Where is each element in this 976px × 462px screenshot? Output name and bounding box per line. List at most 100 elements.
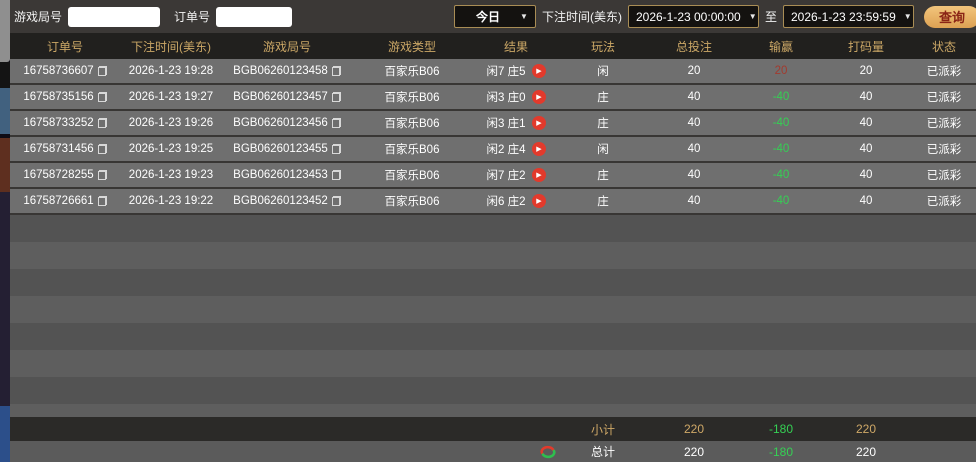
col-header-game-type: 游戏类型 — [387, 39, 436, 54]
turnover: 40 — [859, 169, 873, 181]
game-type: 百家乐B06 — [384, 92, 440, 104]
chevron-down-icon: ▼ — [520, 11, 528, 21]
play-replay-icon[interactable]: ▶ — [531, 90, 546, 104]
col-header-result: 结果 — [503, 39, 528, 54]
table-header-row: 订单号 下注时间(美东) 游戏局号 游戏类型 结果 玩法 总投注 输赢 打码量 … — [10, 33, 976, 59]
end-time-value: 2026-1-23 23:59:59 — [790, 9, 896, 24]
background-fragment — [0, 406, 10, 462]
filter-bar: 游戏局号 订单号 今日 ▼ 下注时间(美东) 2026-1-23 00:00:0… — [10, 0, 976, 33]
bet-time: 2026-1-23 19:28 — [128, 65, 214, 77]
copy-icon[interactable] — [97, 196, 107, 206]
turnover: 40 — [859, 91, 873, 103]
total-bet: 40 — [687, 143, 701, 155]
table-body: 16758736607 2026-1-23 19:28 BGB062601234… — [10, 59, 976, 215]
turnover: 40 — [859, 117, 873, 129]
copy-icon[interactable] — [331, 170, 341, 180]
order-no: 16758726661 — [23, 195, 94, 207]
status-badge: 已派彩 — [926, 144, 962, 156]
win-loss: -40 — [772, 169, 790, 181]
copy-icon[interactable] — [97, 170, 107, 180]
col-header-bet-time: 下注时间(美东) — [131, 39, 211, 54]
play-replay-icon[interactable]: ▶ — [531, 142, 546, 156]
result: 闲3 庄0 — [486, 92, 526, 104]
table-row: 16758726661 2026-1-23 19:22 BGB062601234… — [10, 189, 976, 213]
copy-icon[interactable] — [331, 92, 341, 102]
round-no: BGB06260123458 — [233, 65, 328, 77]
win-loss: -40 — [772, 143, 790, 155]
bet-time: 2026-1-23 19:26 — [128, 117, 214, 129]
bet-time: 2026-1-23 19:27 — [128, 91, 214, 103]
total-label: 总计 — [590, 445, 615, 459]
start-time-value: 2026-1-23 00:00:00 — [635, 9, 741, 24]
game-type: 百家乐B06 — [384, 170, 440, 182]
period-select[interactable]: 今日 ▼ — [453, 5, 536, 28]
col-header-play: 玩法 — [590, 39, 615, 54]
copy-icon[interactable] — [331, 196, 341, 206]
copy-icon[interactable] — [331, 144, 341, 154]
end-time-select[interactable]: 2026-1-23 23:59:59 ▼ — [782, 5, 914, 28]
bet-records-panel: 游戏局号 订单号 今日 ▼ 下注时间(美东) 2026-1-23 00:00:0… — [10, 0, 976, 462]
copy-icon[interactable] — [97, 66, 107, 76]
bet-time: 2026-1-23 19:22 — [128, 195, 214, 207]
game-round-input[interactable] — [68, 6, 161, 27]
refresh-sync-icon[interactable] — [540, 445, 556, 459]
play-replay-icon[interactable]: ▶ — [531, 194, 546, 208]
status-badge: 已派彩 — [926, 196, 962, 208]
col-header-win-loss: 输赢 — [768, 39, 793, 54]
order-no-label: 订单号 — [174, 10, 211, 24]
copy-icon[interactable] — [331, 118, 341, 128]
bet-time-label: 下注时间(美东) — [541, 10, 622, 24]
copy-icon[interactable] — [97, 92, 107, 102]
total-bet: 40 — [687, 195, 701, 207]
total-bet: 40 — [687, 169, 701, 181]
order-no: 16758728255 — [23, 169, 94, 181]
empty-rows-area — [10, 215, 976, 417]
period-selected-value: 今日 — [475, 10, 500, 24]
chevron-down-icon: ▼ — [748, 11, 757, 21]
play-type: 庄 — [597, 118, 609, 130]
result: 闲6 庄2 — [486, 196, 526, 208]
result: 闲7 庄2 — [486, 170, 526, 182]
round-no: BGB06260123455 — [233, 143, 328, 155]
table-row: 16758735156 2026-1-23 19:27 BGB062601234… — [10, 85, 976, 109]
total-bet: 20 — [687, 65, 701, 77]
play-replay-icon[interactable]: ▶ — [531, 64, 546, 78]
total-turnover: 220 — [855, 444, 877, 459]
total-total-bet: 220 — [683, 444, 705, 459]
table-row: 16758736607 2026-1-23 19:28 BGB062601234… — [10, 59, 976, 83]
order-no: 16758736607 — [23, 65, 94, 77]
play-type: 庄 — [597, 196, 609, 208]
turnover: 40 — [859, 143, 873, 155]
game-type: 百家乐B06 — [384, 144, 440, 156]
turnover: 40 — [859, 195, 873, 207]
chevron-down-icon: ▼ — [903, 11, 912, 21]
order-no: 16758735156 — [23, 91, 94, 103]
play-replay-icon[interactable]: ▶ — [531, 168, 546, 182]
total-bet: 40 — [687, 91, 701, 103]
order-no-input[interactable] — [216, 6, 293, 27]
col-header-status: 状态 — [931, 39, 956, 54]
col-header-total-bet: 总投注 — [675, 39, 712, 54]
copy-icon[interactable] — [97, 144, 107, 154]
background-fragment — [0, 62, 10, 88]
round-no: BGB06260123453 — [233, 169, 328, 181]
background-scrollbar-fragment — [0, 0, 10, 62]
bet-time: 2026-1-23 19:25 — [128, 143, 214, 155]
query-button[interactable]: 查询 — [923, 5, 976, 28]
copy-icon[interactable] — [331, 66, 341, 76]
start-time-select[interactable]: 2026-1-23 00:00:00 ▼ — [627, 5, 759, 28]
to-label: 至 — [764, 10, 777, 24]
table-row: 16758728255 2026-1-23 19:23 BGB062601234… — [10, 163, 976, 187]
turnover: 20 — [859, 65, 873, 77]
subtotal-label: 小计 — [590, 422, 615, 437]
win-loss: -40 — [772, 195, 790, 207]
play-replay-icon[interactable]: ▶ — [531, 116, 546, 130]
total-win-loss: -180 — [768, 444, 794, 459]
result: 闲2 庄4 — [486, 144, 526, 156]
game-type: 百家乐B06 — [384, 66, 440, 78]
subtotal-turnover: 220 — [855, 422, 877, 436]
order-no: 16758731456 — [23, 143, 94, 155]
copy-icon[interactable] — [97, 118, 107, 128]
play-type: 庄 — [597, 92, 609, 104]
game-type: 百家乐B06 — [384, 118, 440, 130]
